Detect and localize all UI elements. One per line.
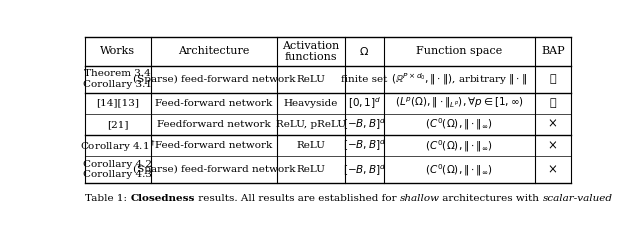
Text: Closedness: Closedness xyxy=(130,194,195,204)
Text: Table 1:: Table 1: xyxy=(85,194,130,204)
Text: Function space: Function space xyxy=(416,46,502,56)
Text: ReLU, pReLU: ReLU, pReLU xyxy=(276,120,346,129)
Text: ReLU: ReLU xyxy=(296,165,325,174)
Text: architectures with: architectures with xyxy=(440,194,543,204)
Text: Feed-forward network: Feed-forward network xyxy=(155,99,273,108)
Text: $[-B, B]^d$: $[-B, B]^d$ xyxy=(343,162,386,178)
Text: Feed-forward network: Feed-forward network xyxy=(155,141,273,150)
Text: ×: × xyxy=(548,163,557,176)
Text: ×: × xyxy=(548,139,557,152)
Text: results. All results are established for: results. All results are established for xyxy=(195,194,399,204)
Text: Feedforward network: Feedforward network xyxy=(157,120,271,129)
Text: finite set: finite set xyxy=(341,75,388,84)
Text: $\Omega$: $\Omega$ xyxy=(360,45,369,57)
Text: $(C^0(\Omega), \|\cdot\|_{\infty})$: $(C^0(\Omega), \|\cdot\|_{\infty})$ xyxy=(426,138,493,154)
Text: Heavyside: Heavyside xyxy=(284,99,338,108)
Text: ✓: ✓ xyxy=(550,98,556,108)
Text: [14][13]: [14][13] xyxy=(96,99,140,108)
Text: $[-B, B]^d$: $[-B, B]^d$ xyxy=(343,117,386,132)
Text: ReLU: ReLU xyxy=(296,75,325,84)
Text: BAP: BAP xyxy=(541,46,564,56)
Text: $[0, 1]^d$: $[0, 1]^d$ xyxy=(348,95,381,111)
Text: $[-B, B]^d$: $[-B, B]^d$ xyxy=(343,138,386,154)
Text: $(L^p(\Omega), \|\cdot\|_{L^p}), \forall p \in [1, \infty)$: $(L^p(\Omega), \|\cdot\|_{L^p}), \forall… xyxy=(395,96,524,110)
Text: $(C^0(\Omega), \|\cdot\|_{\infty})$: $(C^0(\Omega), \|\cdot\|_{\infty})$ xyxy=(426,117,493,132)
Text: (Sparse) feed-forward network: (Sparse) feed-forward network xyxy=(132,75,295,84)
Text: ReLU: ReLU xyxy=(296,141,325,150)
Text: shallow: shallow xyxy=(399,194,440,204)
Text: Corollary 4.1$^\dagger$: Corollary 4.1$^\dagger$ xyxy=(80,138,156,154)
Text: Architecture: Architecture xyxy=(178,46,250,56)
Text: scalar-valued: scalar-valued xyxy=(543,194,612,204)
Text: Works: Works xyxy=(100,46,135,56)
Text: [21]: [21] xyxy=(107,120,129,129)
Text: Theorem 3.4
Corollary 3.1: Theorem 3.4 Corollary 3.1 xyxy=(83,69,152,89)
Text: ✓: ✓ xyxy=(550,74,556,84)
Text: $(C^0(\Omega), \|\cdot\|_{\infty})$: $(C^0(\Omega), \|\cdot\|_{\infty})$ xyxy=(426,162,493,178)
Text: ×: × xyxy=(548,118,557,131)
Text: Corollary 4.2
Corollary 4.3: Corollary 4.2 Corollary 4.3 xyxy=(83,160,152,180)
Text: $(\mathbb{R}^{P\times d_0}, \|\cdot\|)$, arbitrary $\|\cdot\|$: $(\mathbb{R}^{P\times d_0}, \|\cdot\|)$,… xyxy=(391,71,527,87)
Text: (Sparse) feed-forward network: (Sparse) feed-forward network xyxy=(132,165,295,174)
Text: Activation
functions: Activation functions xyxy=(282,41,340,62)
